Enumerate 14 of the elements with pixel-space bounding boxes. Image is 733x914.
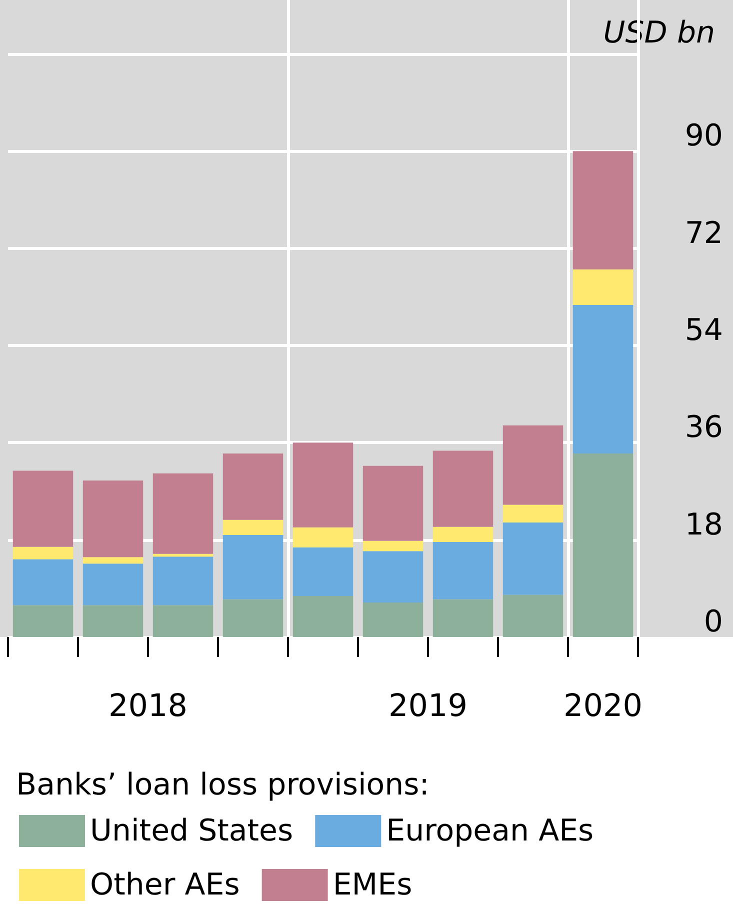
y-tick-label: 54 (684, 312, 723, 348)
legend-label: Other AEs (90, 868, 240, 902)
text: 2020 (564, 688, 642, 724)
legend-label: EMEs (332, 868, 412, 902)
y-tick-label: 18 (684, 507, 723, 542)
text: 2018 (108, 688, 188, 724)
y-tick-label: 0 (704, 604, 723, 640)
legend-label: United States (90, 814, 294, 848)
legend-title: Banks’ loan loss provisions: (16, 768, 430, 802)
y-tick-label: 72 (684, 216, 723, 251)
y-tick-label: 90 (684, 118, 723, 154)
y-tick-label: 36 (684, 410, 723, 446)
legend-label: European AEs (386, 814, 594, 848)
text: 2019 (388, 688, 468, 724)
